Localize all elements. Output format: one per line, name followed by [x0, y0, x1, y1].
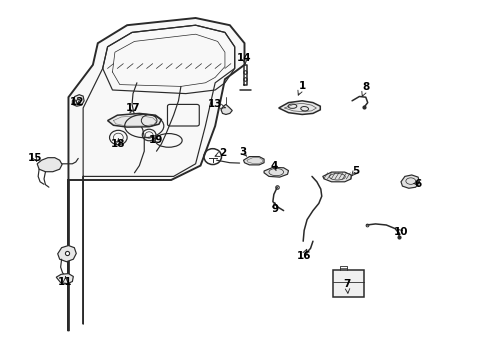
Text: 6: 6 [413, 179, 421, 189]
Text: 13: 13 [207, 99, 225, 109]
Polygon shape [58, 246, 76, 262]
Text: 4: 4 [269, 161, 277, 171]
Polygon shape [56, 274, 73, 284]
Polygon shape [264, 167, 288, 177]
Text: 7: 7 [343, 279, 350, 293]
Polygon shape [221, 104, 232, 114]
Text: 17: 17 [125, 103, 140, 113]
Polygon shape [278, 101, 320, 114]
Polygon shape [68, 18, 244, 331]
Text: 3: 3 [239, 147, 246, 157]
Text: 12: 12 [70, 96, 84, 107]
Text: 15: 15 [28, 153, 42, 163]
Text: 9: 9 [271, 203, 278, 214]
Text: 11: 11 [58, 276, 73, 287]
Text: 19: 19 [148, 135, 163, 145]
Text: 8: 8 [361, 82, 368, 96]
Polygon shape [332, 270, 364, 297]
Text: 14: 14 [237, 53, 251, 64]
Polygon shape [400, 175, 419, 188]
Text: 18: 18 [111, 139, 125, 149]
Text: 2: 2 [215, 148, 225, 158]
Text: 5: 5 [351, 166, 358, 176]
Text: 10: 10 [393, 227, 407, 237]
Text: 16: 16 [296, 249, 311, 261]
Polygon shape [322, 172, 350, 182]
Polygon shape [37, 158, 62, 172]
Polygon shape [107, 113, 161, 127]
Polygon shape [72, 95, 84, 106]
Polygon shape [243, 157, 264, 165]
Text: 1: 1 [297, 81, 305, 95]
